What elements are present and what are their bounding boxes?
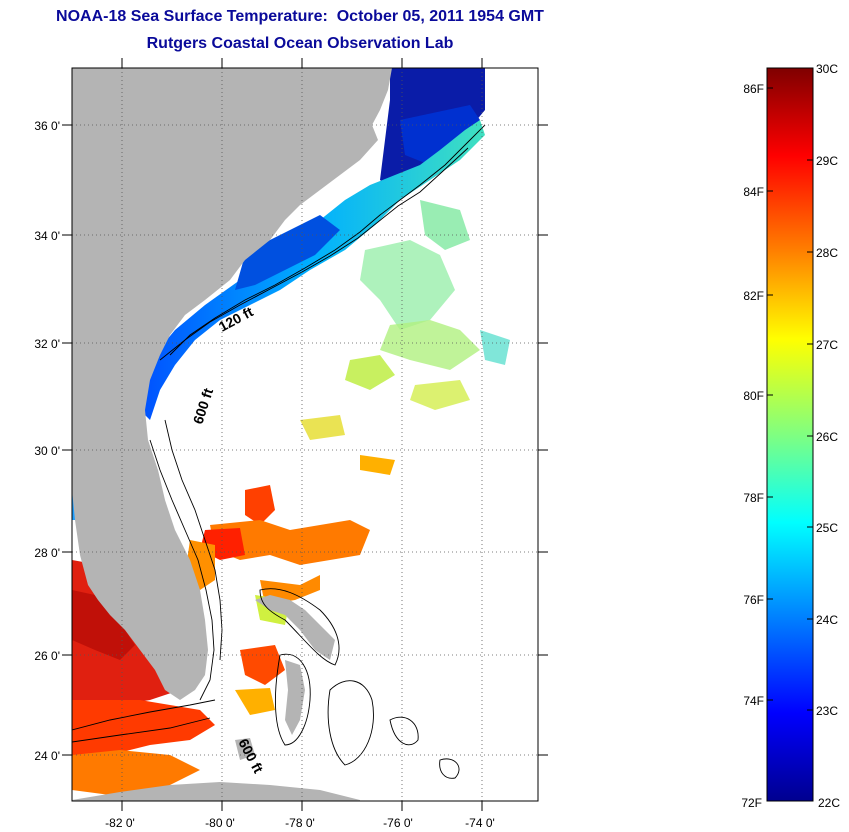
- colorbar-label-29c: 29C: [816, 154, 838, 168]
- colorbar: 86F 84F 82F 80F 78F 76F 74F 72F 30C 29C …: [741, 62, 840, 810]
- colorbar-label-78f: 78F: [743, 491, 764, 505]
- lat-tick-36: 36 0': [34, 119, 60, 133]
- sst-data-layer: [72, 68, 510, 795]
- graticule: [72, 68, 538, 801]
- lon-tick-74: -74 0': [465, 816, 495, 830]
- axis-ticks: [62, 58, 548, 811]
- lat-tick-28: 28 0': [34, 546, 60, 560]
- colorbar-label-80f: 80F: [743, 389, 764, 403]
- colorbar-label-24c: 24C: [816, 613, 838, 627]
- map-area: 120 ft 600 ft 600 ft: [72, 68, 538, 801]
- land-mask: [72, 68, 392, 801]
- colorbar-label-27c: 27C: [816, 338, 838, 352]
- colorbar-label-72f: 72F: [741, 796, 762, 810]
- lon-tick-82: -82 0': [105, 816, 135, 830]
- map-title: NOAA-18 Sea Surface Temperature: October…: [56, 8, 544, 25]
- colorbar-label-76f: 76F: [743, 593, 764, 607]
- lon-tick-76: -76 0': [383, 816, 413, 830]
- colorbar-label-28c: 28C: [816, 246, 838, 260]
- colorbar-label-26c: 26C: [816, 430, 838, 444]
- colorbar-label-74f: 74F: [743, 694, 764, 708]
- bathymetry-contours: [72, 124, 486, 779]
- lat-tick-26: 26 0': [34, 649, 60, 663]
- colorbar-label-30c: 30C: [816, 62, 838, 76]
- lat-tick-30: 30 0': [34, 444, 60, 458]
- lat-tick-24: 24 0': [34, 749, 60, 763]
- map-frame: [71, 67, 539, 802]
- lon-tick-80: -80 0': [205, 816, 235, 830]
- colorbar-label-22c: 22C: [818, 796, 840, 810]
- lat-tick-34: 34 0': [34, 229, 60, 243]
- colorbar-label-25c: 25C: [816, 521, 838, 535]
- lat-tick-32: 32 0': [34, 337, 60, 351]
- colorbar-gradient: [766, 67, 814, 802]
- lon-tick-78: -78 0': [285, 816, 315, 830]
- colorbar-label-82f: 82F: [743, 289, 764, 303]
- colorbar-label-23c: 23C: [816, 704, 838, 718]
- colorbar-label-86f: 86F: [743, 82, 764, 96]
- colorbar-label-84f: 84F: [743, 185, 764, 199]
- map-subtitle: Rutgers Coastal Ocean Observation Lab: [146, 35, 454, 52]
